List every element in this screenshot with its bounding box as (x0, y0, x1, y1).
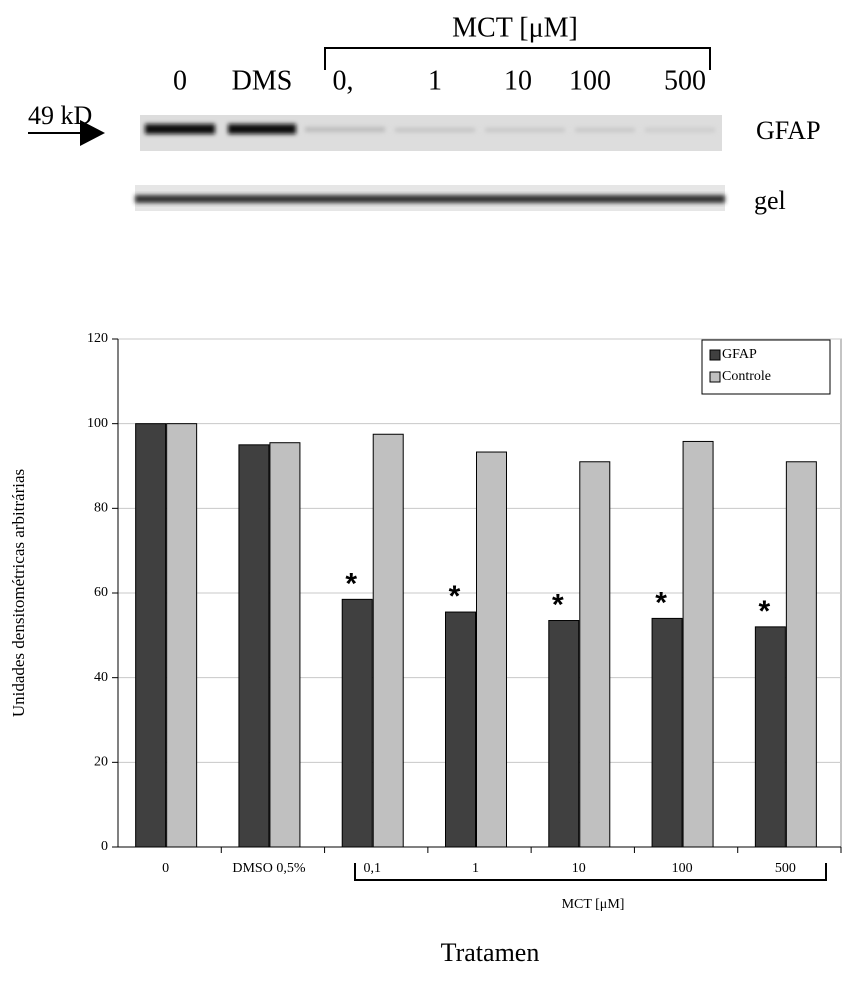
x-tick-label: 0 (162, 861, 169, 876)
bar (786, 462, 816, 847)
marker-arrow-head (80, 120, 105, 146)
x-tick-label: 500 (775, 861, 796, 876)
bar (270, 443, 300, 847)
x-bracket (355, 863, 826, 880)
legend-label: Controle (722, 369, 771, 384)
x-tick-label: 100 (672, 861, 693, 876)
lane-label: 500 (664, 65, 706, 96)
bar (136, 424, 166, 847)
lane-label: DMS (232, 65, 293, 96)
legend-swatch (710, 350, 720, 360)
bar (342, 599, 372, 847)
y-tick-label: 80 (94, 501, 108, 516)
bar (239, 445, 269, 847)
x-tick-label: 0,1 (363, 861, 381, 876)
y-tick-label: 120 (87, 331, 108, 346)
y-axis-title: Unidades densitométricas arbitrárias (9, 469, 28, 717)
y-tick-label: 0 (101, 839, 108, 854)
legend-swatch (710, 372, 720, 382)
significance-mark: * (449, 580, 461, 613)
blot-row-label: gel (754, 186, 786, 215)
bar (580, 462, 610, 847)
bar (549, 621, 579, 847)
gfap-blot (140, 115, 722, 151)
significance-mark: * (655, 586, 667, 619)
significance-mark: * (345, 567, 357, 600)
lane-label: 0 (173, 65, 187, 96)
x-axis-title: Tratamen (441, 938, 540, 967)
lane-label: 10 (504, 65, 532, 96)
bar (477, 452, 507, 847)
y-tick-label: 20 (94, 755, 108, 770)
lane-label: 1 (428, 65, 442, 96)
gel-bands (135, 195, 725, 203)
x-tick-label: 10 (572, 861, 586, 876)
x-tick-label: 1 (472, 861, 479, 876)
y-tick-label: 100 (87, 416, 108, 431)
bar (683, 441, 713, 847)
bar (373, 434, 403, 847)
bar (167, 424, 197, 847)
bar (652, 618, 682, 847)
bar (755, 627, 785, 847)
lane-label: 100 (569, 65, 611, 96)
chart: 0 20 40 60 80 100 120 0 DMSO 0,5% 0,1 1 10 100 500 * * *… (87, 331, 841, 876)
significance-mark: * (552, 588, 564, 621)
lane-label: 0, (333, 65, 354, 96)
x-tick-label: DMSO 0,5% (232, 861, 305, 876)
blot-row-label: GFAP (756, 116, 821, 145)
y-tick-label: 40 (94, 670, 108, 685)
significance-mark: * (759, 595, 771, 628)
blot-header: MCT [μM] (452, 12, 578, 43)
figure: MCT [μM] 0DMS0,110100500 49 kD GFAP gel … (0, 0, 859, 994)
legend-label: GFAP (722, 347, 757, 362)
bracket-label: MCT [μM] (562, 897, 625, 912)
lane-labels: 0 DMS 0, 1 10 100 500 (173, 65, 706, 96)
y-tick-label: 60 (94, 585, 108, 600)
bar (446, 612, 476, 847)
